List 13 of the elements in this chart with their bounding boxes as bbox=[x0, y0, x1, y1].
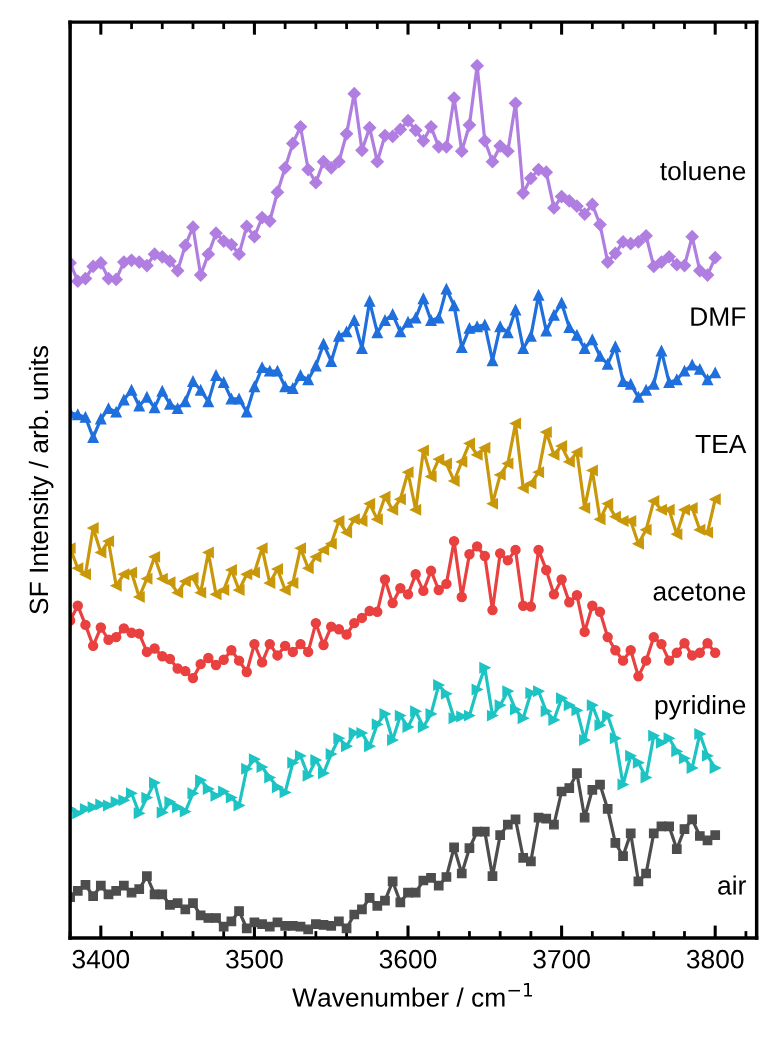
x-axis-title: Wavenumber / cm$^{−1}$ bbox=[292, 983, 533, 1007]
series-label: TEA bbox=[695, 434, 747, 454]
x-tick-label: 3400 bbox=[72, 949, 130, 969]
x-tick-label: 3800 bbox=[686, 949, 744, 969]
x-tick-label: 3500 bbox=[226, 949, 283, 969]
series-label: pyridine bbox=[655, 694, 746, 720]
y-axis-title: SF Intensity / arb. units bbox=[28, 346, 54, 614]
series-label: toluene bbox=[660, 160, 746, 181]
series-label: acetone bbox=[653, 583, 746, 601]
x-tick-label: 3600 bbox=[379, 949, 437, 969]
x-tick-label: 3700 bbox=[533, 949, 590, 969]
series-label: air bbox=[718, 875, 746, 895]
series-label: DMF bbox=[691, 307, 746, 326]
